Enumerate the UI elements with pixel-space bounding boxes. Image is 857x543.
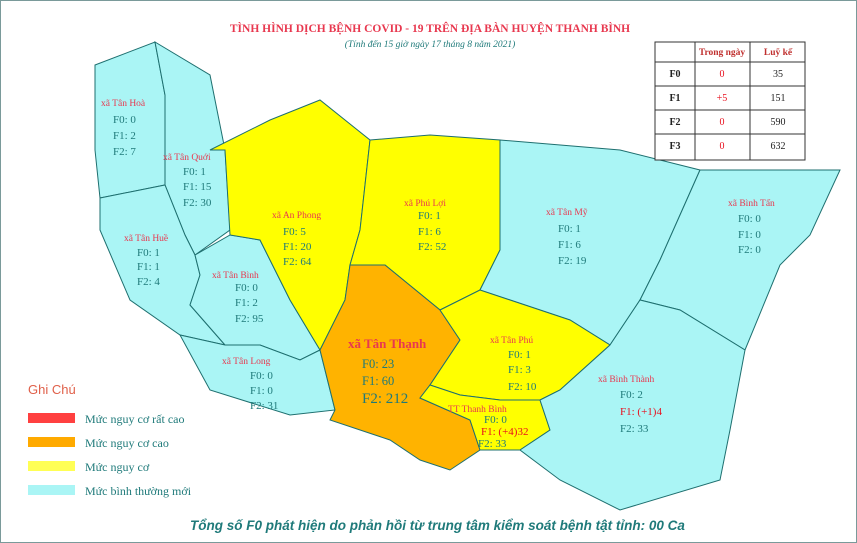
table-cell: +5 bbox=[717, 93, 728, 104]
region-name: xã Tân Huề bbox=[124, 233, 168, 244]
table-header: Trong ngày bbox=[699, 48, 746, 58]
legend: Ghi Chú Mức nguy cơ rất cao Mức nguy cơ c… bbox=[28, 382, 192, 498]
summary-table: Trong ngày Luỹ kế F0 0 35 F1 +5 151 F2 0 590 F3 0 632 bbox=[654, 41, 806, 161]
region-stat: F1: 2 bbox=[235, 297, 258, 309]
table-cell: 0 bbox=[720, 69, 725, 80]
region-stat: F2: 33 bbox=[620, 423, 649, 435]
region-stat: F2: 52 bbox=[418, 241, 446, 253]
region-name: xã Bình Thành bbox=[598, 375, 655, 385]
table-cell: 0 bbox=[720, 117, 725, 128]
table-cell: F3 bbox=[669, 141, 680, 152]
region-stat: F0: 0 bbox=[235, 282, 258, 294]
region-stat: F2: 0 bbox=[738, 244, 761, 256]
legend-label: Mức nguy cơ bbox=[85, 460, 150, 474]
table-cell: F0 bbox=[669, 69, 680, 80]
table-cell: 151 bbox=[771, 93, 786, 104]
region-name: xã Tân Thạnh bbox=[348, 336, 427, 351]
region-stat: F2: 33 bbox=[478, 438, 507, 450]
region-stat: F1: 0 bbox=[250, 385, 273, 397]
region-stat: F1: 60 bbox=[362, 374, 394, 388]
table-cell: 632 bbox=[771, 141, 786, 152]
region-stat: F1: 2 bbox=[113, 130, 136, 142]
region-stat: F0: 1 bbox=[137, 247, 160, 259]
table-cell: F2 bbox=[669, 117, 680, 128]
region-stat: F0: 23 bbox=[362, 357, 394, 371]
title: TÌNH HÌNH DỊCH BỆNH COVID - 19 TRÊN ĐỊA … bbox=[230, 21, 630, 35]
region-name: xã Phú Lợi bbox=[404, 199, 446, 209]
region-stat: F0: 0 bbox=[113, 114, 136, 126]
region-name: xã Tân Hoà bbox=[101, 99, 146, 109]
region-name: xã Bình Tấn bbox=[728, 198, 775, 209]
table-cell: 0 bbox=[720, 141, 725, 152]
region-name: xã Tân Long bbox=[222, 357, 271, 367]
legend-label: Mức nguy cơ cao bbox=[85, 436, 169, 450]
region-stat: F2: 95 bbox=[235, 313, 264, 325]
region-stat: F1: 15 bbox=[183, 181, 212, 193]
region-stat: F2: 64 bbox=[283, 256, 312, 268]
legend-label: Mức bình thường mới bbox=[85, 484, 192, 498]
footer: Tổng số F0 phát hiện do phản hồi từ trun… bbox=[190, 518, 685, 533]
region-stat: F1: (+4)32 bbox=[481, 426, 528, 438]
legend-title: Ghi Chú bbox=[28, 382, 76, 397]
region-stat: F0: 1 bbox=[183, 166, 206, 178]
subtitle: (Tính đến 15 giờ ngày 17 tháng 8 năm 202… bbox=[345, 39, 516, 50]
region-stat: F2: 31 bbox=[250, 400, 278, 412]
region-stat: F1: (+1)4 bbox=[620, 406, 662, 418]
region-stat: F1: 0 bbox=[738, 229, 761, 241]
region-name: xã Tân Quới bbox=[163, 153, 211, 163]
table-cell: 590 bbox=[771, 117, 786, 128]
region-stat: F2: 30 bbox=[183, 197, 212, 209]
table-cell: 35 bbox=[773, 69, 783, 80]
region-stat: F2: 7 bbox=[113, 146, 136, 158]
region-stat: F1: 3 bbox=[508, 364, 531, 376]
region-stat: F2: 19 bbox=[558, 255, 587, 267]
legend-swatch bbox=[28, 485, 75, 495]
region-name: xã An Phong bbox=[272, 211, 321, 221]
table-header: Luỹ kế bbox=[764, 47, 793, 58]
region-stat: F0: 1 bbox=[558, 223, 581, 235]
region-stat: F0: 1 bbox=[508, 349, 531, 361]
region-stat: F0: 0 bbox=[250, 370, 273, 382]
region-stat: F0: 0 bbox=[738, 213, 761, 225]
region-stat: F2: 212 bbox=[362, 391, 408, 407]
region-stat: F0: 0 bbox=[484, 414, 507, 426]
region-name: xã Tân Mỹ bbox=[546, 208, 588, 218]
region-shape bbox=[519, 299, 746, 511]
region-name: xã Tân Bình bbox=[212, 271, 259, 281]
region-stat: F1: 6 bbox=[418, 226, 441, 238]
region-stat: F2: 10 bbox=[508, 381, 537, 393]
region-name: xã Tân Phú bbox=[490, 336, 533, 346]
region-stat: F0: 1 bbox=[418, 210, 441, 222]
region-stat: F0: 5 bbox=[283, 226, 306, 238]
region-stat: F0: 2 bbox=[620, 389, 643, 401]
region-labels: xã Tân Hoà F0: 0 F1: 2 F2: 7 xã Tân Quới F0: … bbox=[101, 99, 775, 450]
region-stat: F1: 6 bbox=[558, 239, 581, 251]
regions bbox=[94, 40, 841, 511]
legend-swatch bbox=[28, 413, 75, 423]
region-stat: F1: 1 bbox=[137, 261, 160, 273]
region-name: TT Thanh Bình bbox=[448, 405, 507, 415]
legend-label: Mức nguy cơ rất cao bbox=[85, 412, 184, 426]
region-stat: F2: 4 bbox=[137, 276, 160, 288]
legend-swatch bbox=[28, 437, 75, 447]
legend-swatch bbox=[28, 461, 75, 471]
region-stat: F1: 20 bbox=[283, 241, 312, 253]
table-cell: F1 bbox=[669, 93, 680, 104]
